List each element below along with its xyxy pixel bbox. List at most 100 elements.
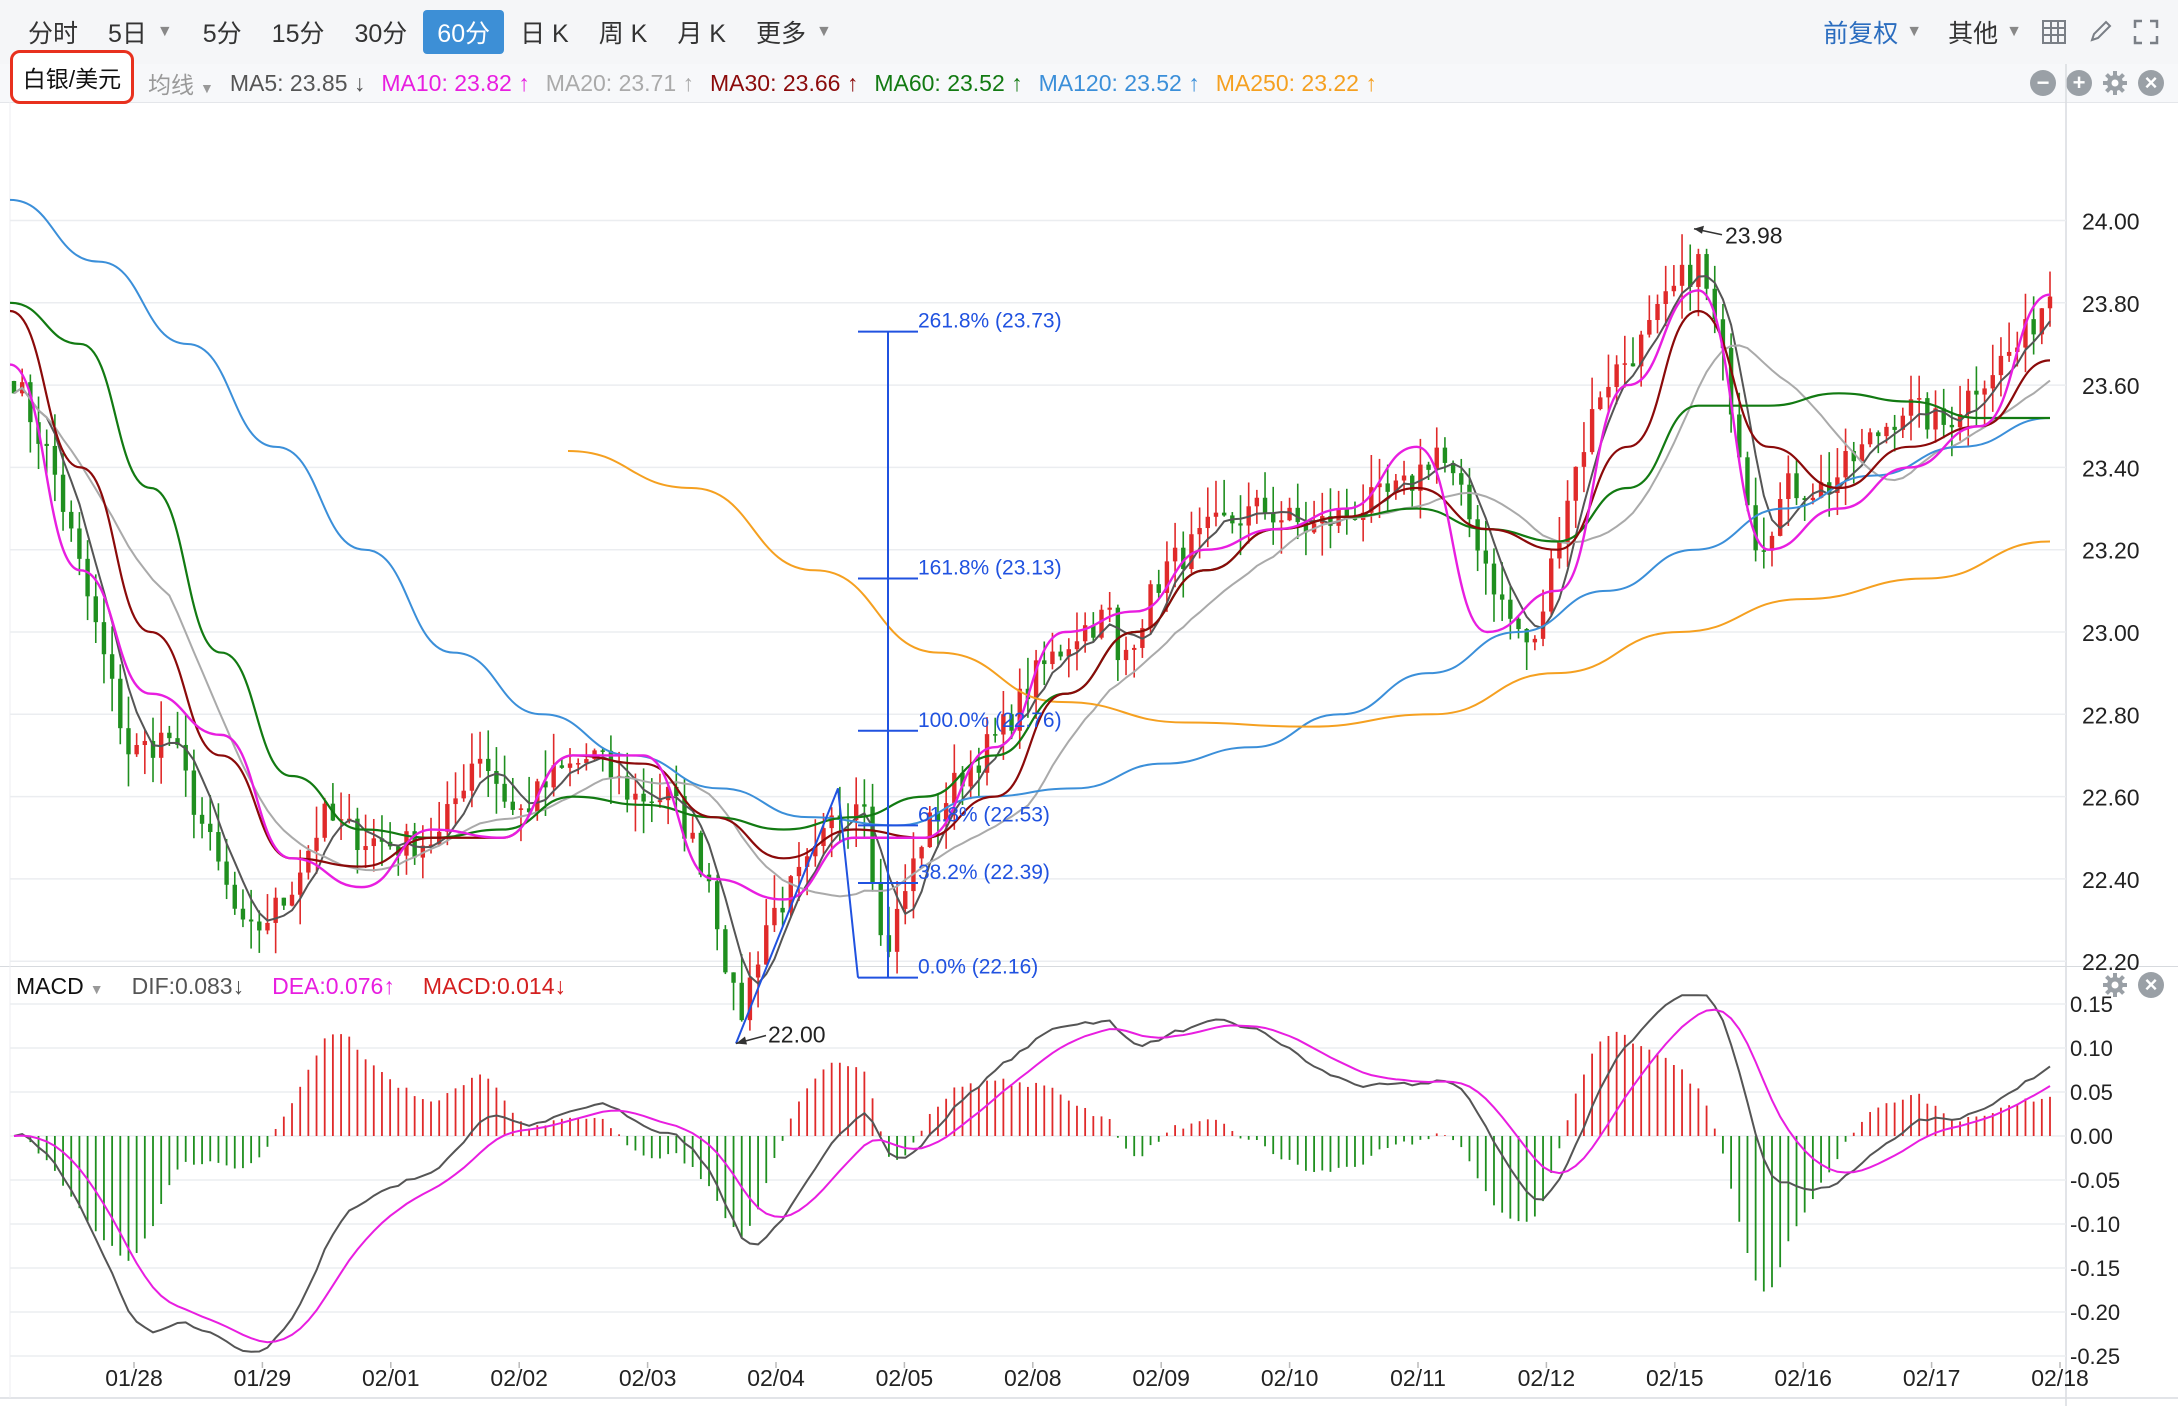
candle-body <box>813 846 818 857</box>
tab-period[interactable]: 分时 <box>14 10 92 54</box>
candle-body <box>1254 497 1260 507</box>
fullscreen-icon[interactable] <box>2132 18 2160 46</box>
tab-label: 15分 <box>271 20 325 48</box>
tab-period[interactable]: 15分 <box>258 10 339 54</box>
date-label: 02/11 <box>1390 1365 1446 1391</box>
macd-dropdown[interactable]: MACD ▼ <box>16 973 104 1000</box>
candle-body <box>1614 364 1619 387</box>
other-dropdown[interactable]: 其他 ▼ <box>1948 14 2022 50</box>
tab-period[interactable]: 30分 <box>340 10 421 54</box>
macd-legend-item: MACD:0.014↓ <box>422 972 567 999</box>
candle-body <box>1982 388 1987 395</box>
tab-period[interactable]: 更多 ▼ <box>742 10 846 54</box>
macd-tick-label: -0.25 <box>2070 1344 2120 1369</box>
macd-legend-item: DEA:0.076↑ <box>272 972 395 999</box>
candle-body <box>608 750 614 778</box>
candle-body <box>363 846 368 851</box>
tab-period[interactable]: 月 K <box>663 10 740 54</box>
candle-body <box>502 783 507 802</box>
candle-body <box>1418 464 1423 491</box>
candle-body <box>1164 561 1170 593</box>
symbol-box[interactable]: 白银/美元 <box>10 50 134 104</box>
candle-body <box>445 804 450 832</box>
candle-body <box>665 786 671 801</box>
candle-body <box>780 907 785 913</box>
candle-body <box>1099 609 1104 638</box>
minus-icon[interactable]: − <box>2030 70 2056 96</box>
candle-body <box>1401 475 1407 481</box>
ma-legend-item: MA10: 23.82 ↑ <box>381 69 530 96</box>
candle-body <box>142 740 148 746</box>
candle-body <box>1107 607 1112 610</box>
tab-label: 5分 <box>202 20 242 48</box>
candle-body <box>1581 452 1587 467</box>
candle-body <box>1892 426 1897 430</box>
candle-body <box>543 781 548 788</box>
candle-body <box>109 654 115 679</box>
candle-body <box>126 728 131 755</box>
tab-period[interactable]: 5分 <box>189 10 256 54</box>
candle-body <box>1189 534 1194 569</box>
tab-period[interactable]: 日 K <box>506 10 583 54</box>
candle-body <box>1786 473 1791 500</box>
candle-body <box>1238 523 1243 526</box>
candle-body <box>968 765 973 787</box>
candle-body <box>150 740 156 758</box>
adjust-dropdown[interactable]: 前复权 ▼ <box>1823 14 1922 50</box>
candle-body <box>1450 462 1456 474</box>
candle-body <box>2031 319 2036 335</box>
candle-body <box>1916 398 1922 400</box>
candle-body <box>52 445 58 475</box>
tab-period[interactable]: 60分 <box>423 10 505 54</box>
candle-body <box>1933 408 1938 430</box>
plus-icon[interactable]: + <box>2066 70 2092 96</box>
tab-label: 分时 <box>28 20 79 48</box>
candle-body <box>764 925 769 965</box>
close-icon[interactable]: × <box>2138 972 2164 998</box>
date-label: 02/02 <box>490 1365 548 1391</box>
candle-body <box>854 804 859 821</box>
candle-body <box>134 745 139 755</box>
macd-legend-item: DIF:0.083↓ <box>131 972 245 999</box>
candle-body <box>633 793 638 800</box>
pencil-icon[interactable] <box>2086 18 2114 46</box>
candle-body <box>952 772 957 804</box>
candle-body <box>1630 363 1636 367</box>
candle-body <box>1483 550 1489 564</box>
candle-body <box>796 866 802 877</box>
ma250-line <box>567 449 2051 728</box>
macd-tick-label: 0.15 <box>2070 992 2113 1017</box>
candle-body <box>1172 547 1178 562</box>
candle-body <box>371 838 376 847</box>
candle-body <box>567 763 573 768</box>
candle-body <box>723 929 728 973</box>
candle-body <box>257 921 262 931</box>
ma-mode-dropdown[interactable]: 均线 ▼ <box>148 66 214 100</box>
macd-tick-label: 0.00 <box>2070 1124 2113 1149</box>
candle-body <box>1091 625 1096 638</box>
candle-body <box>1369 487 1374 513</box>
candle-body <box>85 558 90 597</box>
gear-icon[interactable] <box>2102 70 2128 96</box>
grid-icon[interactable] <box>2040 18 2068 46</box>
low-marker-head <box>736 1036 747 1045</box>
candle-body <box>1671 285 1677 292</box>
gear-icon[interactable] <box>2102 972 2128 998</box>
tab-period[interactable]: 5日 ▼ <box>94 10 187 54</box>
candle-body <box>1009 714 1014 731</box>
close-icon[interactable]: × <box>2138 70 2164 96</box>
candle-body <box>1524 629 1529 643</box>
price-tick-label: 23.20 <box>2082 538 2140 564</box>
tab-period[interactable]: 周 K <box>585 10 662 54</box>
candle-body <box>1696 254 1701 287</box>
candle-body <box>559 765 565 768</box>
candle-body <box>903 891 908 909</box>
candle-body <box>167 732 172 739</box>
candle-body <box>1058 651 1063 657</box>
candle-body <box>1688 264 1693 287</box>
candle-body <box>420 845 426 858</box>
candle-body <box>1156 584 1161 593</box>
date-label: 02/17 <box>1903 1365 1961 1391</box>
date-label: 02/16 <box>1774 1365 1832 1391</box>
